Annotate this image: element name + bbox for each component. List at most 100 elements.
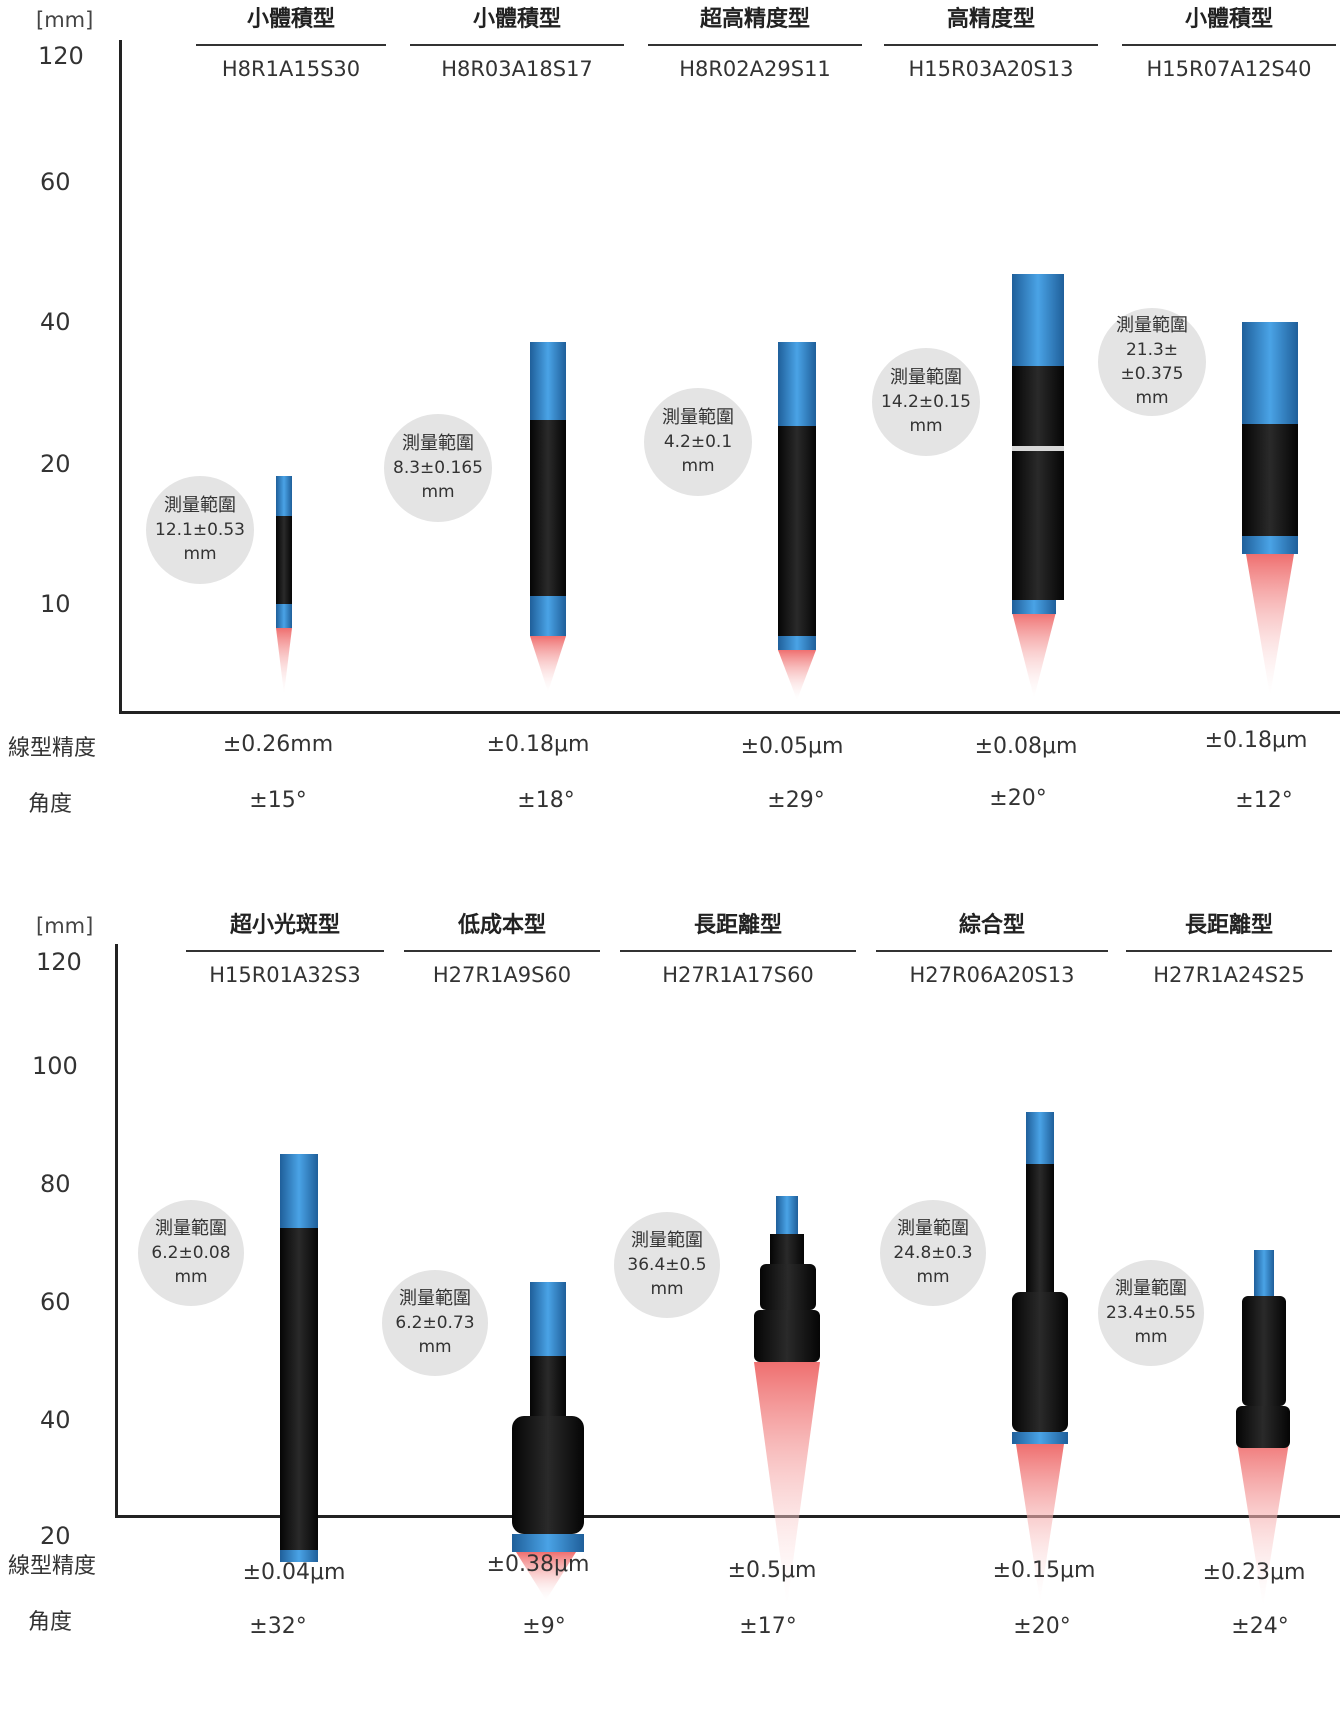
y-tick-label: 40 bbox=[40, 308, 71, 336]
range-title: 測量範圍 bbox=[631, 1230, 703, 1251]
header-divider bbox=[884, 44, 1098, 46]
linearity-value: ±0.18μm bbox=[486, 732, 590, 757]
angle-value: ±20° bbox=[989, 786, 1047, 811]
y-axis-unit: [mm] bbox=[36, 914, 94, 938]
y-tick-label: 60 bbox=[40, 1288, 71, 1316]
model-label: H27R1A9S60 bbox=[432, 963, 572, 987]
model-label: H8R03A18S17 bbox=[441, 57, 593, 81]
linearity-value: ±0.08μm bbox=[974, 734, 1078, 759]
column-header: 超高精度型 H8R02A29S11 bbox=[648, 4, 862, 82]
range-bubble: 測量範圍 24.8±0.3 mm bbox=[880, 1200, 986, 1306]
angle-value: ±15° bbox=[249, 788, 307, 813]
column-header: 長距離型 H27R1A17S60 bbox=[620, 910, 856, 988]
angle-value: ±9° bbox=[522, 1614, 566, 1639]
probe-7-icon bbox=[512, 1282, 584, 1600]
range-value: 24.8±0.3 bbox=[893, 1243, 973, 1263]
category-label: 綜合型 bbox=[958, 913, 1025, 938]
model-label: H15R01A32S3 bbox=[209, 963, 361, 987]
angle-value: ±24° bbox=[1231, 1614, 1289, 1639]
range-value: 21.3±±0.375 bbox=[1120, 340, 1184, 384]
linearity-value: ±0.26mm bbox=[222, 732, 334, 757]
category-label: 長距離型 bbox=[1184, 913, 1273, 938]
linearity-value: ±0.38μm bbox=[486, 1552, 590, 1577]
range-title: 測量範圍 bbox=[399, 1288, 471, 1309]
range-unit: mm bbox=[418, 1337, 452, 1357]
category-label: 超小光斑型 bbox=[229, 913, 340, 938]
range-value: 4.2±0.1 bbox=[663, 432, 733, 452]
y-tick-label: 100 bbox=[32, 1052, 78, 1080]
linearity-value: ±0.05μm bbox=[740, 734, 844, 759]
range-bubble: 測量範圍 23.4±0.55 mm bbox=[1098, 1260, 1204, 1366]
range-unit: mm bbox=[1134, 1327, 1168, 1347]
probe-illustrations bbox=[280, 1112, 1290, 1606]
range-bubble: 測量範圍 12.1±0.53 mm bbox=[146, 476, 254, 584]
range-title: 測量範圍 bbox=[164, 495, 236, 516]
angle-value: ±18° bbox=[517, 788, 575, 813]
range-unit: mm bbox=[421, 482, 455, 502]
range-title: 測量範圍 bbox=[890, 367, 962, 388]
range-bubble: 測量範圍 6.2±0.73 mm bbox=[382, 1270, 488, 1376]
range-title: 測量範圍 bbox=[1116, 315, 1188, 336]
category-label: 小體積型 bbox=[472, 7, 561, 32]
linearity-value: ±0.04μm bbox=[242, 1560, 346, 1585]
linearity-value: ±0.18μm bbox=[1204, 728, 1308, 753]
column-header: 小體積型 H15R07A12S40 bbox=[1122, 4, 1336, 82]
y-axis-line bbox=[115, 944, 118, 1518]
x-axis-line bbox=[115, 1515, 1340, 1518]
header-divider bbox=[186, 950, 384, 952]
range-value: 6.2±0.08 bbox=[151, 1243, 231, 1263]
model-label: H27R06A20S13 bbox=[909, 963, 1075, 987]
range-bubble: 測量範圍 14.2±0.15 mm bbox=[872, 348, 980, 456]
angle-row-label: 角度 bbox=[28, 1610, 73, 1635]
model-label: H15R07A12S40 bbox=[1146, 57, 1312, 81]
range-value: 8.3±0.165 bbox=[393, 458, 483, 478]
range-title: 測量範圍 bbox=[402, 433, 474, 454]
header-divider bbox=[620, 950, 856, 952]
probe-1-icon bbox=[276, 476, 292, 694]
probe-10-icon bbox=[1236, 1250, 1290, 1606]
column-header: 高精度型 H15R03A20S13 bbox=[884, 4, 1098, 82]
range-unit: mm bbox=[916, 1267, 950, 1287]
category-label: 小體積型 bbox=[246, 7, 335, 32]
y-tick-label: 10 bbox=[40, 590, 71, 618]
y-tick-label: 20 bbox=[40, 450, 71, 478]
angle-row-label: 角度 bbox=[28, 792, 73, 817]
model-label: H8R02A29S11 bbox=[679, 57, 831, 81]
category-label: 小體積型 bbox=[1184, 7, 1273, 32]
probe-9-icon bbox=[1012, 1112, 1068, 1602]
column-header: 超小光斑型 H15R01A32S3 bbox=[186, 910, 384, 988]
column-header: 低成本型 H27R1A9S60 bbox=[404, 910, 600, 988]
linearity-value: ±0.23μm bbox=[1202, 1560, 1306, 1585]
range-unit: mm bbox=[909, 416, 943, 436]
column-header: 長距離型 H27R1A24S25 bbox=[1126, 910, 1332, 988]
model-label: H27R1A17S60 bbox=[662, 963, 814, 987]
bottom-chart-panel: [mm] 120 100 80 60 40 20 超小光斑型 H15R01A32… bbox=[0, 900, 1344, 1728]
probe-3-icon bbox=[778, 342, 816, 700]
probe-6-icon bbox=[280, 1154, 318, 1562]
range-bubble: 測量範圍 21.3±±0.375 mm bbox=[1098, 308, 1206, 416]
range-value: 23.4±0.55 bbox=[1106, 1303, 1196, 1323]
header-divider bbox=[404, 950, 600, 952]
y-tick-label: 120 bbox=[38, 42, 84, 70]
range-bubble: 測量範圍 36.4±0.5 mm bbox=[614, 1212, 720, 1318]
angle-value: ±29° bbox=[767, 788, 825, 813]
y-axis-unit: [mm] bbox=[36, 8, 94, 32]
y-tick-label: 80 bbox=[40, 1170, 71, 1198]
y-tick-label: 40 bbox=[40, 1406, 71, 1434]
probe-illustrations bbox=[276, 274, 1298, 700]
range-title: 測量範圍 bbox=[1115, 1278, 1187, 1299]
angle-value: ±20° bbox=[1013, 1614, 1071, 1639]
header-divider bbox=[648, 44, 862, 46]
column-header: 綜合型 H27R06A20S13 bbox=[876, 910, 1108, 988]
range-unit: mm bbox=[681, 456, 715, 476]
y-tick-label: 20 bbox=[40, 1522, 71, 1550]
category-label: 超高精度型 bbox=[699, 7, 810, 32]
header-divider bbox=[876, 950, 1108, 952]
angle-value: ±17° bbox=[739, 1614, 797, 1639]
y-tick-label: 120 bbox=[36, 948, 82, 976]
linearity-value: ±0.15μm bbox=[992, 1558, 1096, 1583]
column-header: 小體積型 H8R1A15S30 bbox=[196, 4, 386, 82]
header-divider bbox=[1126, 950, 1332, 952]
model-label: H27R1A24S25 bbox=[1153, 963, 1305, 987]
category-label: 高精度型 bbox=[946, 7, 1035, 32]
